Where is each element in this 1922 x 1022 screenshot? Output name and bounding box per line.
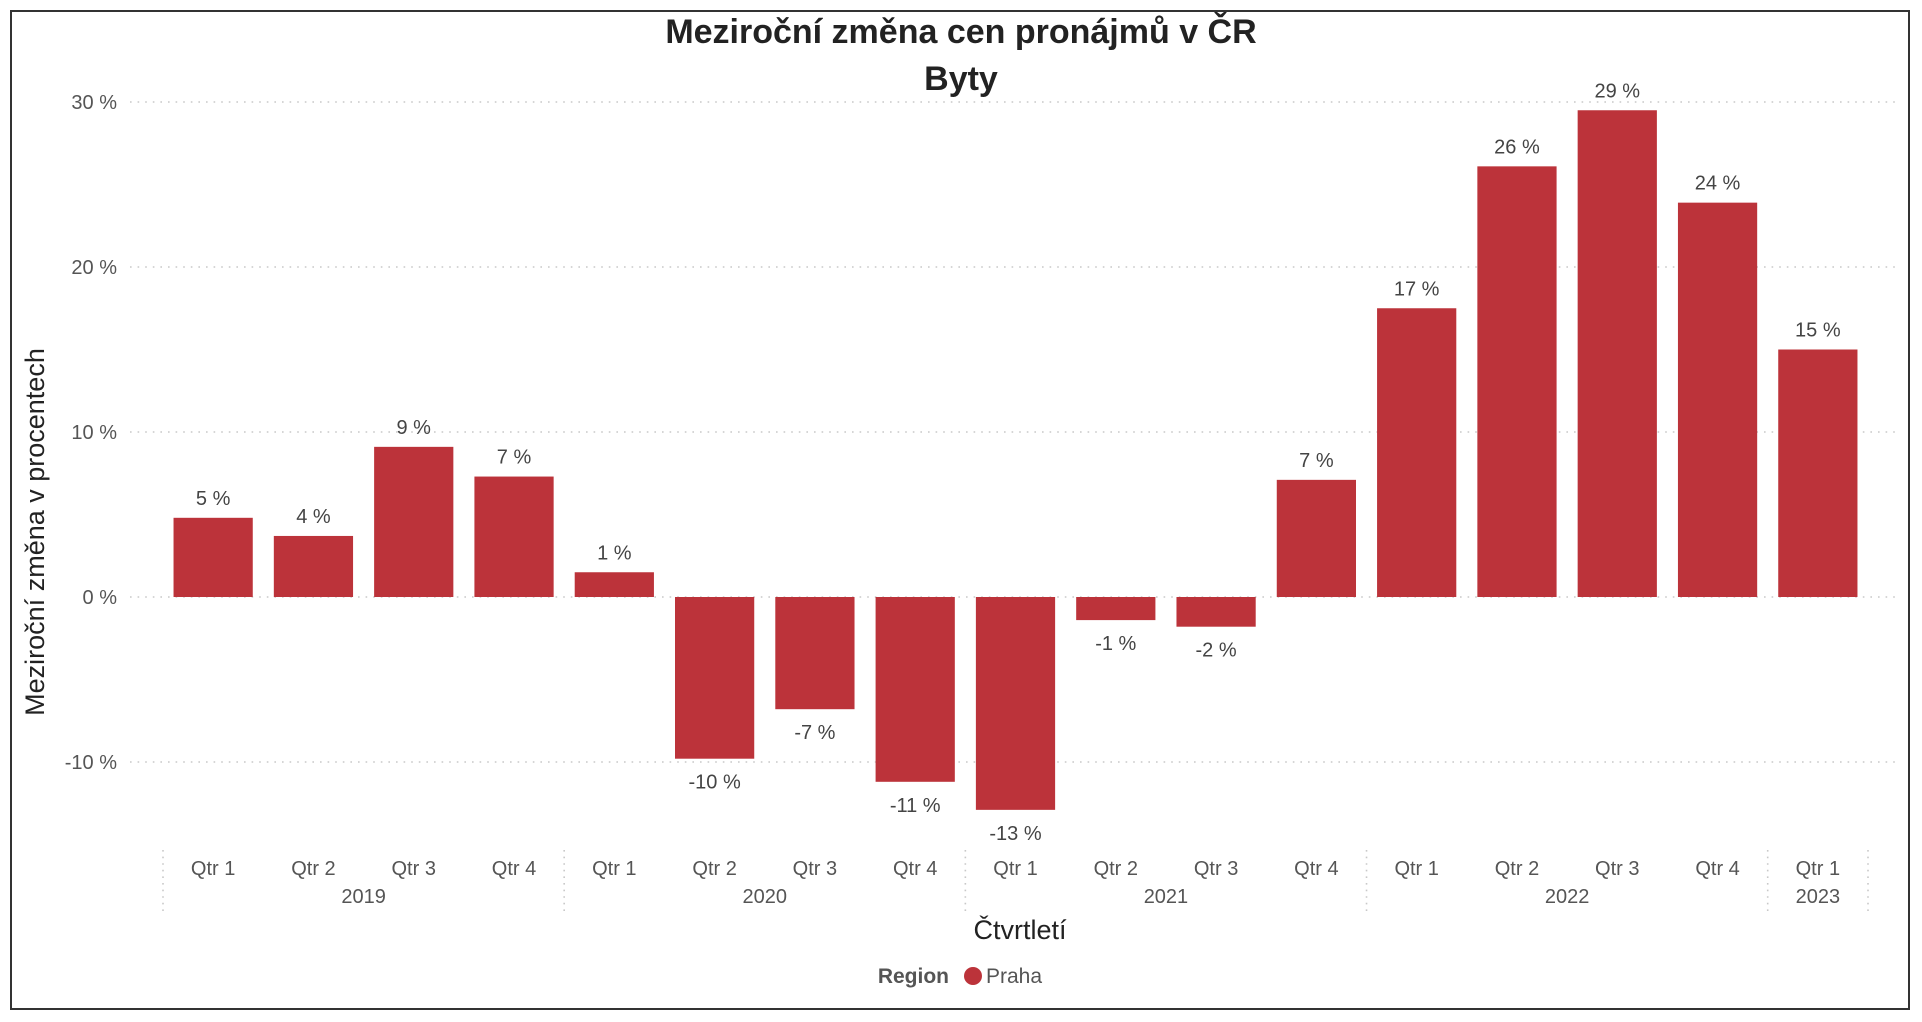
y-axis-title: Meziroční změna v procentech <box>20 348 50 716</box>
x-tick-label: Qtr 2 <box>1094 858 1138 880</box>
data-label: 4 % <box>296 506 331 528</box>
bar[interactable] <box>1778 349 1858 598</box>
x-tick-label: Qtr 1 <box>592 858 636 880</box>
bar[interactable] <box>675 597 755 759</box>
x-tick-label: Qtr 3 <box>1194 858 1238 880</box>
bar[interactable] <box>775 597 855 710</box>
x-tick-label: Qtr 4 <box>893 858 937 880</box>
data-label: 15 % <box>1795 320 1841 342</box>
data-label: 29 % <box>1594 80 1640 102</box>
bar[interactable] <box>1176 597 1256 627</box>
y-tick-label: -10 % <box>65 752 117 774</box>
bars <box>173 110 1858 810</box>
data-label: 9 % <box>397 417 432 439</box>
bar[interactable] <box>1377 308 1457 597</box>
x-year-label: 2019 <box>341 886 386 908</box>
bar[interactable] <box>574 572 654 597</box>
bar[interactable] <box>875 597 955 782</box>
x-tick-label: Qtr 1 <box>191 858 235 880</box>
bar[interactable] <box>474 476 554 597</box>
x-tick-label: Qtr 4 <box>492 858 536 880</box>
data-label: -2 % <box>1196 640 1237 662</box>
x-year-label: 2022 <box>1545 886 1590 908</box>
bar[interactable] <box>273 535 354 597</box>
x-tick-label: Qtr 4 <box>1294 858 1338 880</box>
bar[interactable] <box>1076 597 1156 621</box>
y-tick-label: 30 % <box>71 92 117 114</box>
x-year-label: 2021 <box>1144 886 1189 908</box>
x-tick-label: Qtr 2 <box>692 858 736 880</box>
x-tick-label: Qtr 3 <box>793 858 837 880</box>
legend-item-praha[interactable]: Praha <box>986 965 1042 988</box>
bar[interactable] <box>1477 166 1557 597</box>
bar[interactable] <box>173 517 253 597</box>
data-label: 26 % <box>1494 136 1540 158</box>
legend[interactable]: Region Praha <box>878 965 1043 988</box>
y-tick-label: 10 % <box>71 422 117 444</box>
chart-subtitle: Byty <box>924 60 998 98</box>
data-label: -10 % <box>688 772 740 794</box>
data-label: 7 % <box>497 447 532 469</box>
x-tick-label: Qtr 1 <box>993 858 1037 880</box>
x-tick-label: Qtr 3 <box>392 858 436 880</box>
x-tick-label: Qtr 3 <box>1595 858 1639 880</box>
x-tick-label: Qtr 1 <box>1394 858 1438 880</box>
x-year-label: 2023 <box>1796 886 1841 908</box>
data-label: -11 % <box>890 795 941 817</box>
x-tick-label: Qtr 2 <box>291 858 335 880</box>
data-label: 1 % <box>597 542 632 564</box>
bar[interactable] <box>975 597 1056 810</box>
x-year-label: 2020 <box>743 886 788 908</box>
legend-swatch <box>964 967 982 985</box>
y-axis-ticks: -10 % 0 % 10 % 20 % 30 % <box>65 92 117 774</box>
x-axis-title: Čtvrtletí <box>973 914 1067 945</box>
data-label: -13 % <box>989 823 1041 845</box>
x-tick-label: Qtr 1 <box>1796 858 1840 880</box>
bar[interactable] <box>1577 110 1657 597</box>
y-tick-label: 20 % <box>71 257 117 279</box>
data-label: 7 % <box>1299 450 1334 472</box>
data-label: -1 % <box>1095 633 1136 655</box>
data-label: 24 % <box>1695 173 1741 195</box>
data-labels: 5 % 4 % 9 % 7 % 1 % -10 % -7 % -11 % -13 % -1 % -2… <box>196 80 1841 845</box>
bar[interactable] <box>1276 479 1356 597</box>
y-tick-label: 0 % <box>83 587 118 609</box>
bar[interactable] <box>374 446 454 597</box>
data-label: -7 % <box>794 722 835 744</box>
x-axis: Qtr 1 Qtr 2 Qtr 3 Qtr 4 Qtr 1 Qtr 2 Qtr 3 Qtr 4… <box>162 850 1869 912</box>
legend-title: Region <box>878 965 949 988</box>
data-label: 5 % <box>196 488 231 510</box>
data-label: 17 % <box>1394 278 1440 300</box>
bar[interactable] <box>1677 202 1758 597</box>
x-tick-label: Qtr 4 <box>1695 858 1739 880</box>
chart-title: Meziroční změna cen pronájmů v ČR <box>665 12 1256 51</box>
x-tick-label: Qtr 2 <box>1495 858 1539 880</box>
